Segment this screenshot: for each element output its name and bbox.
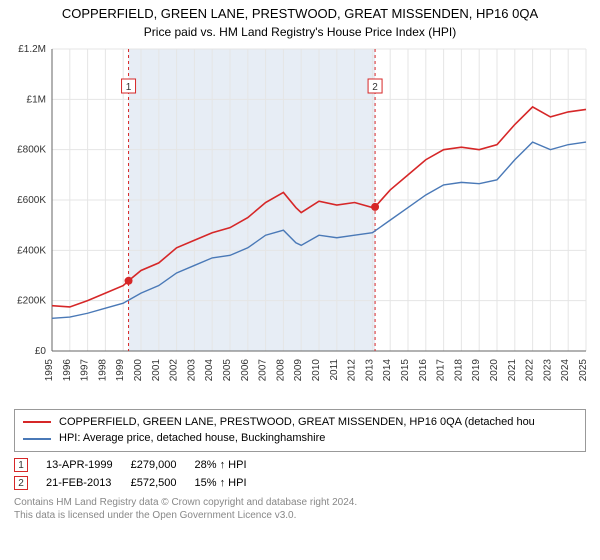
svg-text:2015: 2015 [400,358,411,381]
svg-text:2025: 2025 [578,358,589,381]
svg-text:1999: 1999 [115,358,126,381]
marker-row-1: 1 13-APR-1999 £279,000 28% ↑ HPI [14,456,265,474]
svg-text:1: 1 [126,82,132,93]
svg-text:2004: 2004 [204,358,215,381]
legend-box: COPPERFIELD, GREEN LANE, PRESTWOOD, GREA… [14,409,586,452]
svg-text:£1.2M: £1.2M [18,44,46,55]
svg-text:2019: 2019 [471,358,482,381]
marker-delta-2: 15% ↑ HPI [195,474,265,492]
chart-container: COPPERFIELD, GREEN LANE, PRESTWOOD, GREA… [0,0,600,560]
footer: Contains HM Land Registry data © Crown c… [14,496,586,522]
svg-text:2016: 2016 [418,358,429,381]
svg-text:2012: 2012 [347,358,358,381]
marker-table: 1 13-APR-1999 £279,000 28% ↑ HPI 2 21-FE… [14,456,586,492]
svg-text:2020: 2020 [489,358,500,381]
legend-row-hpi: HPI: Average price, detached house, Buck… [23,430,577,447]
svg-text:£400K: £400K [17,245,46,256]
svg-text:2022: 2022 [525,358,536,381]
svg-text:2017: 2017 [436,358,447,381]
svg-text:1997: 1997 [80,358,91,381]
svg-text:2006: 2006 [240,358,251,381]
chart-subtitle: Price paid vs. HM Land Registry's House … [0,23,600,43]
svg-text:1996: 1996 [62,358,73,381]
marker-date-1: 13-APR-1999 [46,456,131,474]
legend-swatch-subject [23,421,51,423]
svg-text:2023: 2023 [542,358,553,381]
svg-text:2007: 2007 [258,358,269,381]
svg-text:2000: 2000 [133,358,144,381]
svg-text:£200K: £200K [17,296,46,307]
legend-swatch-hpi [23,438,51,440]
marker-badge-1: 1 [14,458,28,472]
svg-text:2014: 2014 [382,358,393,381]
marker-price-1: £279,000 [131,456,195,474]
footer-line1: Contains HM Land Registry data © Crown c… [14,496,586,509]
svg-text:2: 2 [372,82,378,93]
legend-label-hpi: HPI: Average price, detached house, Buck… [59,430,325,447]
svg-text:2009: 2009 [293,358,304,381]
marker-price-2: £572,500 [131,474,195,492]
svg-text:£600K: £600K [17,195,46,206]
chart-area: £0 £200K £400K £600K £800K £1M £1.2M 1995 1996 19… [0,43,600,403]
svg-text:2008: 2008 [275,358,286,381]
svg-text:2005: 2005 [222,358,233,381]
svg-text:1995: 1995 [44,358,55,381]
svg-text:£800K: £800K [17,145,46,156]
chart-title: COPPERFIELD, GREEN LANE, PRESTWOOD, GREA… [0,0,600,23]
legend-label-subject: COPPERFIELD, GREEN LANE, PRESTWOOD, GREA… [59,414,535,431]
svg-text:2024: 2024 [560,358,571,381]
footer-line2: This data is licensed under the Open Gov… [14,509,586,522]
marker-badge-2: 2 [14,476,28,490]
svg-text:2001: 2001 [151,358,162,381]
legend-row-subject: COPPERFIELD, GREEN LANE, PRESTWOOD, GREA… [23,414,577,431]
svg-text:2002: 2002 [169,358,180,381]
svg-text:2003: 2003 [186,358,197,381]
marker-date-2: 21-FEB-2013 [46,474,131,492]
svg-text:£1M: £1M [27,94,46,105]
svg-text:2021: 2021 [507,358,518,381]
svg-text:1998: 1998 [97,358,108,381]
svg-text:2013: 2013 [364,358,375,381]
marker-row-2: 2 21-FEB-2013 £572,500 15% ↑ HPI [14,474,265,492]
svg-text:2011: 2011 [329,358,340,380]
chart-svg: £0 £200K £400K £600K £800K £1M £1.2M 1995 1996 19… [0,43,600,403]
svg-text:2010: 2010 [311,358,322,381]
svg-text:2018: 2018 [453,358,464,381]
svg-text:£0: £0 [35,346,47,357]
marker-delta-1: 28% ↑ HPI [195,456,265,474]
